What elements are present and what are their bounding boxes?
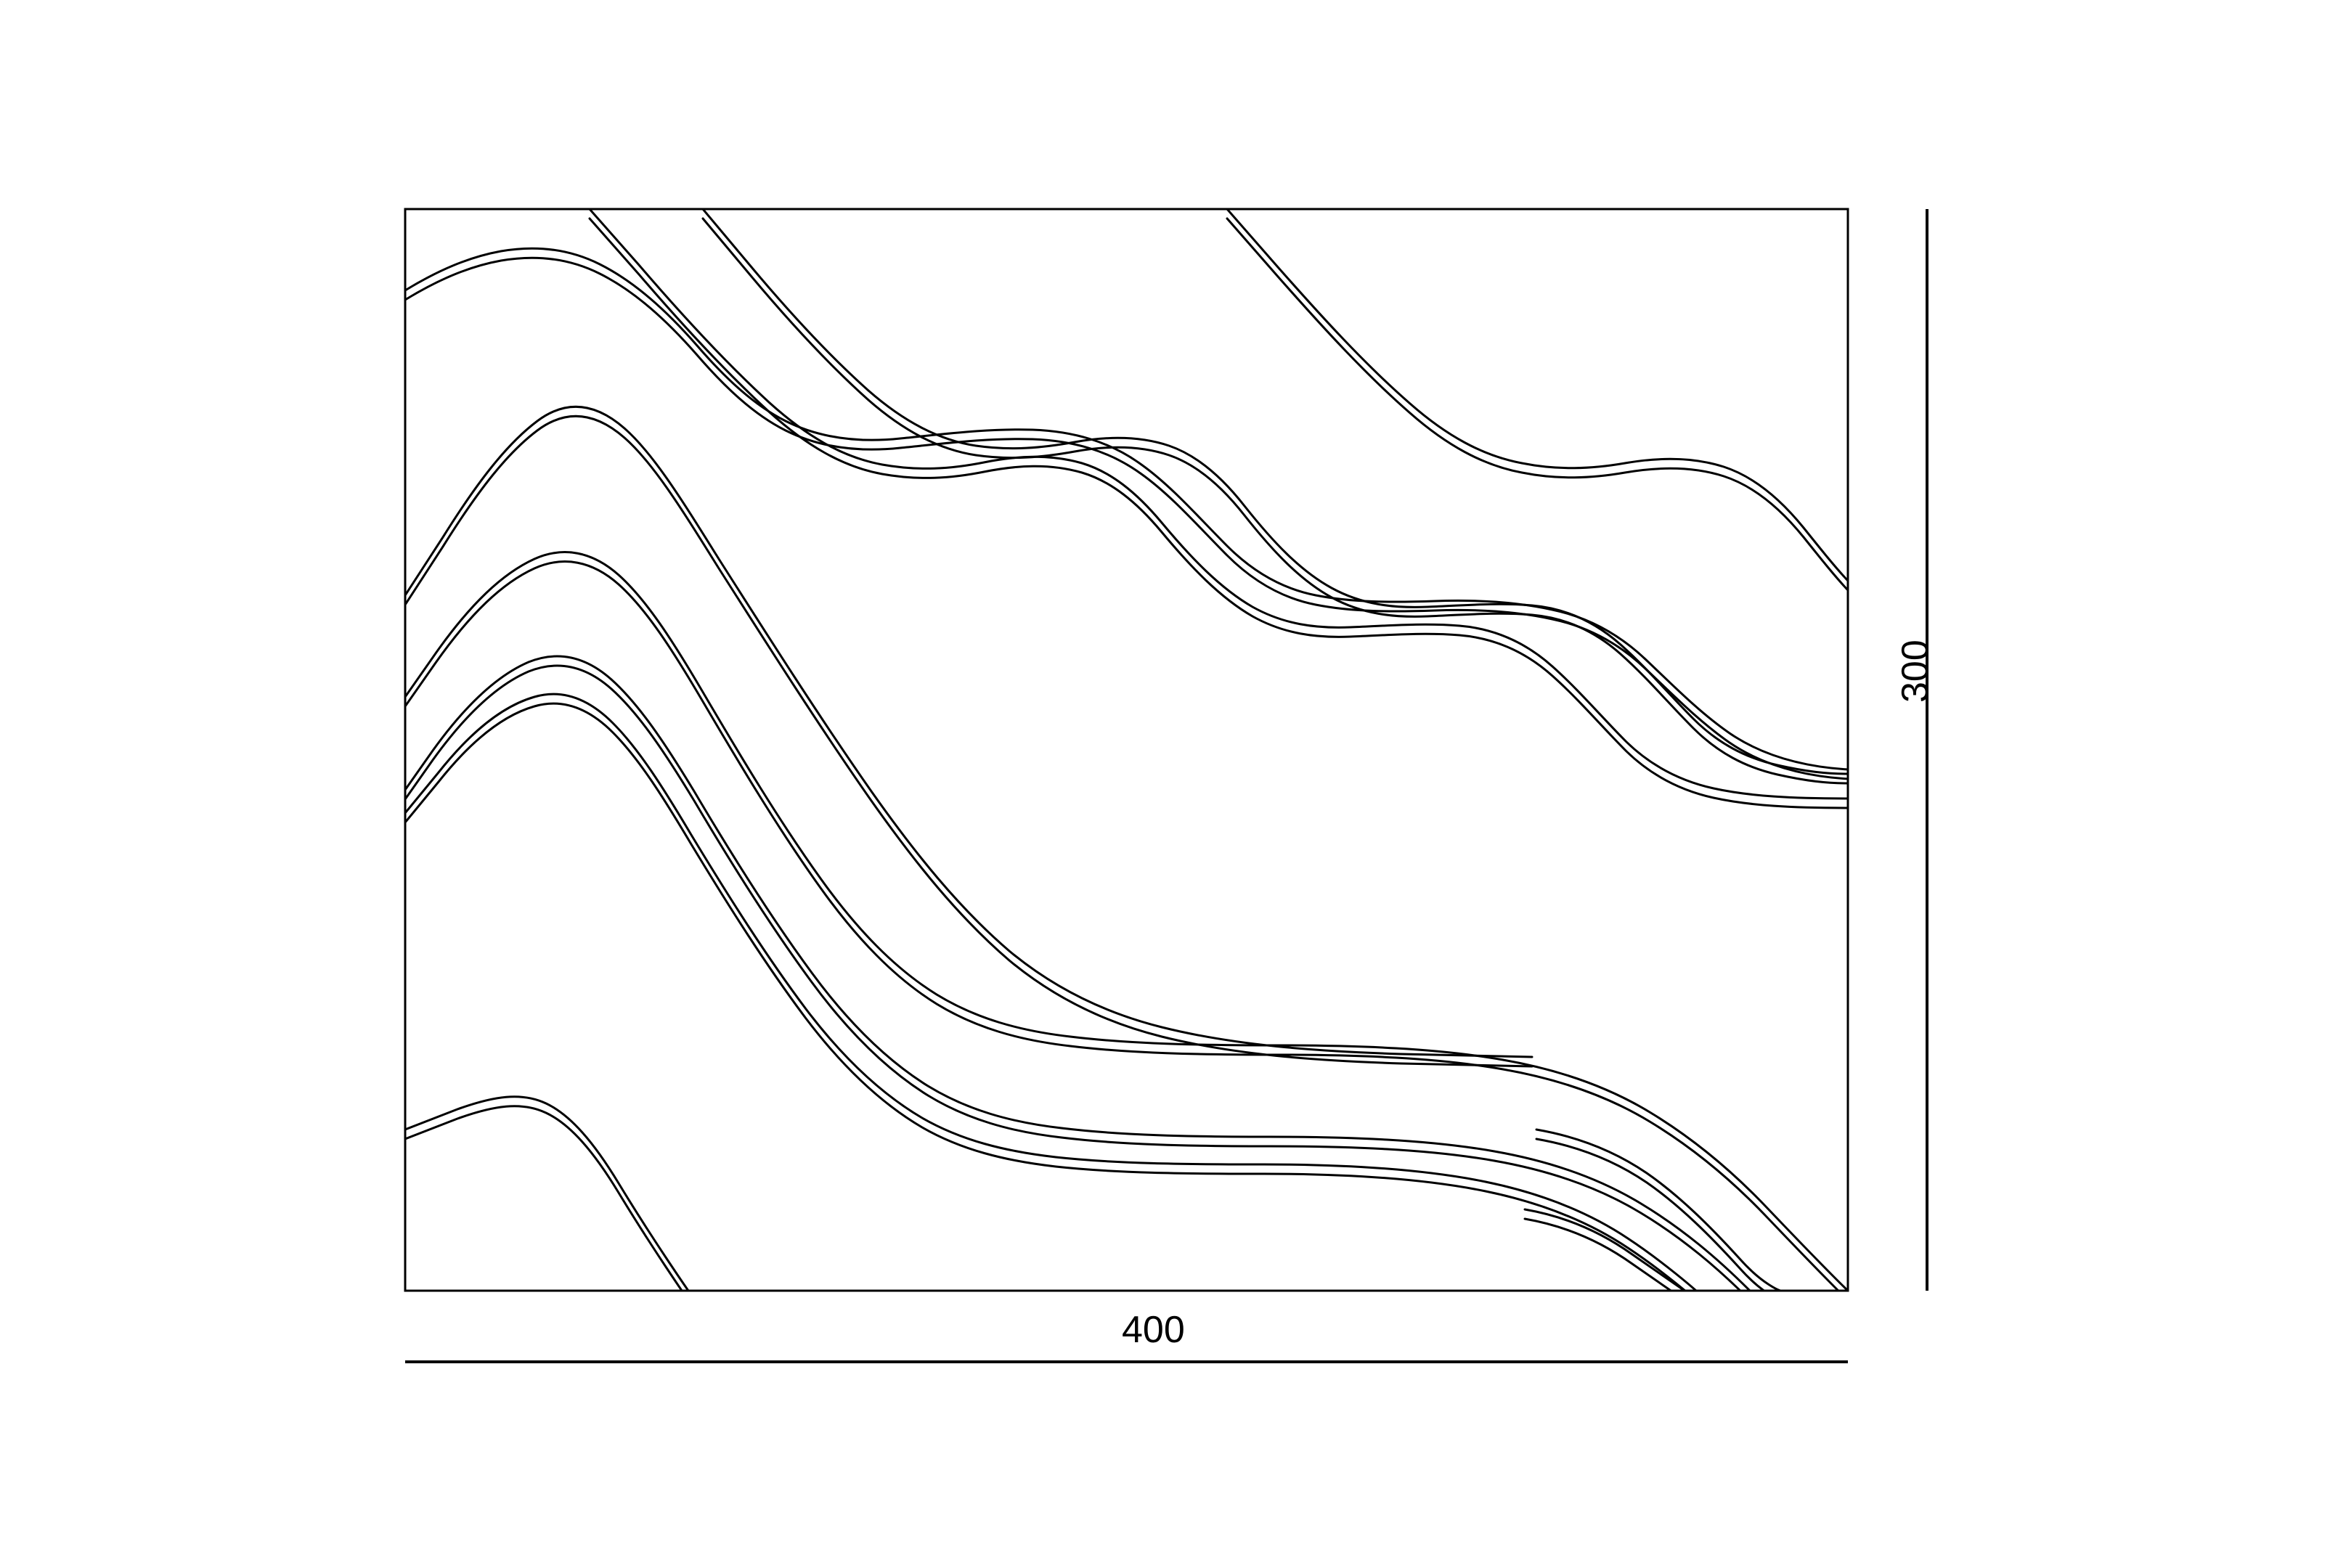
contour-7-lower-mid-wave-line-a (406, 1095, 689, 1290)
contour-4-mid-left-peak-outer (406, 551, 1847, 1290)
drawing-frame-border (404, 208, 1849, 1292)
contour-2-upper-diagonal-wave-line-a (589, 210, 1847, 800)
contour-11-bottom-right-exit-b-line-a (1523, 1208, 1685, 1290)
contour-lines-group (406, 210, 1847, 1290)
contour-1-top-left-ridge-line-a (406, 405, 1533, 1058)
height-dimension-label: 300 (1894, 640, 1936, 703)
contour-10-bottom-right-exit-a (1535, 1128, 1781, 1290)
contour-5-mid-left-peak-inner-line-b (406, 664, 1741, 1290)
contour-9-right-descending-band-line-a (406, 247, 1847, 771)
contour-9-right-descending-band (406, 247, 1847, 780)
contour-9-right-descending-band-line-b (406, 256, 1847, 780)
contour-5-mid-left-peak-inner (406, 655, 1751, 1290)
contour-1-top-left-ridge-line-b (406, 415, 1533, 1068)
contour-1-top-left-ridge (406, 405, 1533, 1068)
contour-6-central-wave-upper-line-b (1226, 217, 1847, 591)
contour-8-lower-right-sweep-line-a (406, 693, 1697, 1290)
contour-5-mid-left-peak-inner-line-a (406, 655, 1751, 1290)
contour-8-lower-right-sweep-line-b (406, 702, 1686, 1290)
contour-7-lower-mid-wave (406, 1095, 689, 1290)
contour-10-bottom-right-exit-a-line-a (1535, 1128, 1781, 1290)
width-dimension-label: 400 (1122, 1309, 1185, 1351)
contour-6-central-wave-upper (1226, 210, 1847, 591)
contour-7-lower-mid-wave-line-b (406, 1105, 683, 1290)
contour-11-bottom-right-exit-b-line-b (1523, 1217, 1671, 1290)
contour-11-bottom-right-exit-b (1523, 1208, 1685, 1290)
contour-6-central-wave-upper-line-a (1226, 210, 1847, 581)
contour-10-bottom-right-exit-a-line-b (1535, 1138, 1765, 1290)
contour-2-upper-diagonal-wave (588, 210, 1847, 809)
contour-4-mid-left-peak-outer-line-a (406, 551, 1847, 1290)
contour-8-lower-right-sweep (406, 693, 1697, 1290)
contour-2-upper-diagonal-wave-line-b (588, 217, 1847, 809)
contour-4-mid-left-peak-outer-line-b (406, 560, 1839, 1290)
